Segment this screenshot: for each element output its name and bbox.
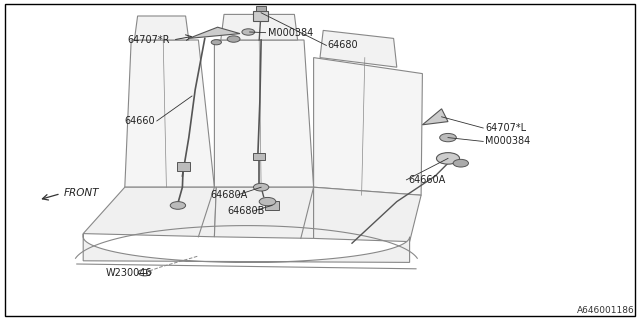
Polygon shape: [221, 14, 298, 40]
Circle shape: [253, 183, 269, 191]
Circle shape: [440, 133, 456, 142]
Text: 64680B: 64680B: [227, 206, 264, 216]
Text: 64707*R: 64707*R: [128, 35, 170, 45]
Circle shape: [453, 159, 468, 167]
Polygon shape: [134, 16, 189, 40]
Polygon shape: [314, 58, 422, 195]
Circle shape: [436, 153, 460, 164]
FancyBboxPatch shape: [256, 6, 266, 11]
Polygon shape: [214, 187, 314, 238]
Text: 64707*L: 64707*L: [485, 123, 526, 133]
Polygon shape: [320, 30, 397, 67]
FancyBboxPatch shape: [265, 201, 279, 210]
Polygon shape: [83, 187, 216, 237]
Polygon shape: [83, 234, 410, 262]
FancyBboxPatch shape: [253, 153, 265, 160]
Circle shape: [242, 29, 255, 35]
FancyBboxPatch shape: [177, 162, 190, 171]
Polygon shape: [125, 40, 214, 187]
Text: A646001186: A646001186: [577, 306, 635, 315]
Polygon shape: [422, 109, 448, 125]
Text: M000384: M000384: [268, 28, 313, 38]
Text: 64680: 64680: [328, 40, 358, 51]
Circle shape: [138, 269, 151, 276]
Circle shape: [259, 197, 276, 206]
Text: 64660A: 64660A: [408, 175, 445, 185]
Polygon shape: [189, 27, 240, 38]
Circle shape: [211, 40, 221, 45]
Text: 64680A: 64680A: [210, 190, 247, 200]
FancyBboxPatch shape: [253, 11, 268, 21]
Text: FRONT: FRONT: [64, 188, 99, 198]
Polygon shape: [214, 40, 314, 187]
Text: W230046: W230046: [106, 268, 152, 278]
Text: M000384: M000384: [485, 136, 531, 147]
Text: 64660: 64660: [124, 116, 155, 126]
Circle shape: [227, 36, 240, 42]
Circle shape: [170, 202, 186, 209]
Polygon shape: [314, 187, 421, 242]
